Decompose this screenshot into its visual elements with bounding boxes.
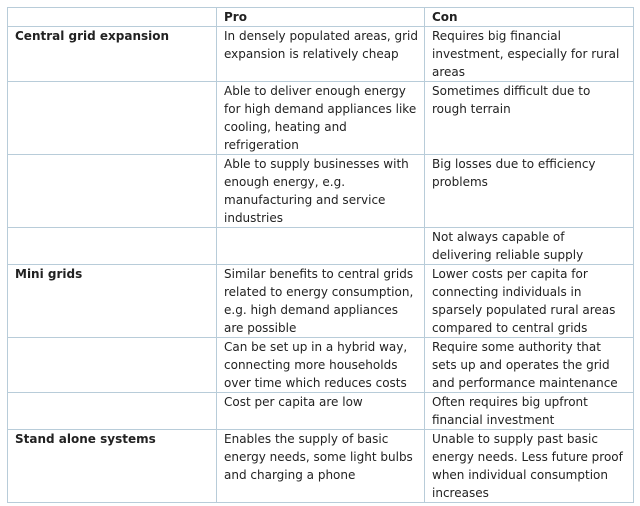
row-label bbox=[7, 337, 217, 393]
con-cell: Not always capable of delivering reliabl… bbox=[424, 227, 634, 265]
pro-con-table: Pro Con Central grid expansion In densel… bbox=[7, 7, 634, 503]
pro-cell bbox=[216, 227, 425, 265]
row-label bbox=[7, 227, 217, 265]
pro-cell: Enables the supply of basic energy needs… bbox=[216, 429, 425, 503]
table-row: Mini grids Similar benefits to central g… bbox=[7, 264, 634, 338]
header-con: Con bbox=[424, 7, 634, 27]
header-pro: Pro bbox=[216, 7, 425, 27]
con-cell: Requires big financial investment, espec… bbox=[424, 26, 634, 82]
row-label: Mini grids bbox=[7, 264, 217, 338]
row-label bbox=[7, 392, 217, 430]
table-row: Central grid expansion In densely popula… bbox=[7, 26, 634, 82]
header-row: Pro Con bbox=[7, 7, 634, 27]
pro-cell: Able to deliver enough energy for high d… bbox=[216, 81, 425, 155]
con-cell: Lower costs per capita for connecting in… bbox=[424, 264, 634, 338]
con-cell: Sometimes difficult due to rough terrain bbox=[424, 81, 634, 155]
table-row: Able to deliver enough energy for high d… bbox=[7, 81, 634, 155]
pro-cell: In densely populated areas, grid expansi… bbox=[216, 26, 425, 82]
table-row: Cost per capita are low Often requires b… bbox=[7, 392, 634, 430]
pro-cell: Similar benefits to central grids relate… bbox=[216, 264, 425, 338]
con-cell: Unable to supply past basic energy needs… bbox=[424, 429, 634, 503]
header-empty bbox=[7, 7, 217, 27]
table-row: Not always capable of delivering reliabl… bbox=[7, 227, 634, 265]
row-label: Central grid expansion bbox=[7, 26, 217, 82]
pro-cell: Cost per capita are low bbox=[216, 392, 425, 430]
con-cell: Require some authority that sets up and … bbox=[424, 337, 634, 393]
row-label bbox=[7, 154, 217, 228]
table-row: Can be set up in a hybrid way, connectin… bbox=[7, 337, 634, 393]
row-label bbox=[7, 81, 217, 155]
pro-cell: Able to supply businesses with enough en… bbox=[216, 154, 425, 228]
table-row: Stand alone systems Enables the supply o… bbox=[7, 429, 634, 503]
row-label: Stand alone systems bbox=[7, 429, 217, 503]
table-row: Able to supply businesses with enough en… bbox=[7, 154, 634, 228]
pro-cell: Can be set up in a hybrid way, connectin… bbox=[216, 337, 425, 393]
con-cell: Often requires big upfront financial inv… bbox=[424, 392, 634, 430]
con-cell: Big losses due to efficiency problems bbox=[424, 154, 634, 228]
